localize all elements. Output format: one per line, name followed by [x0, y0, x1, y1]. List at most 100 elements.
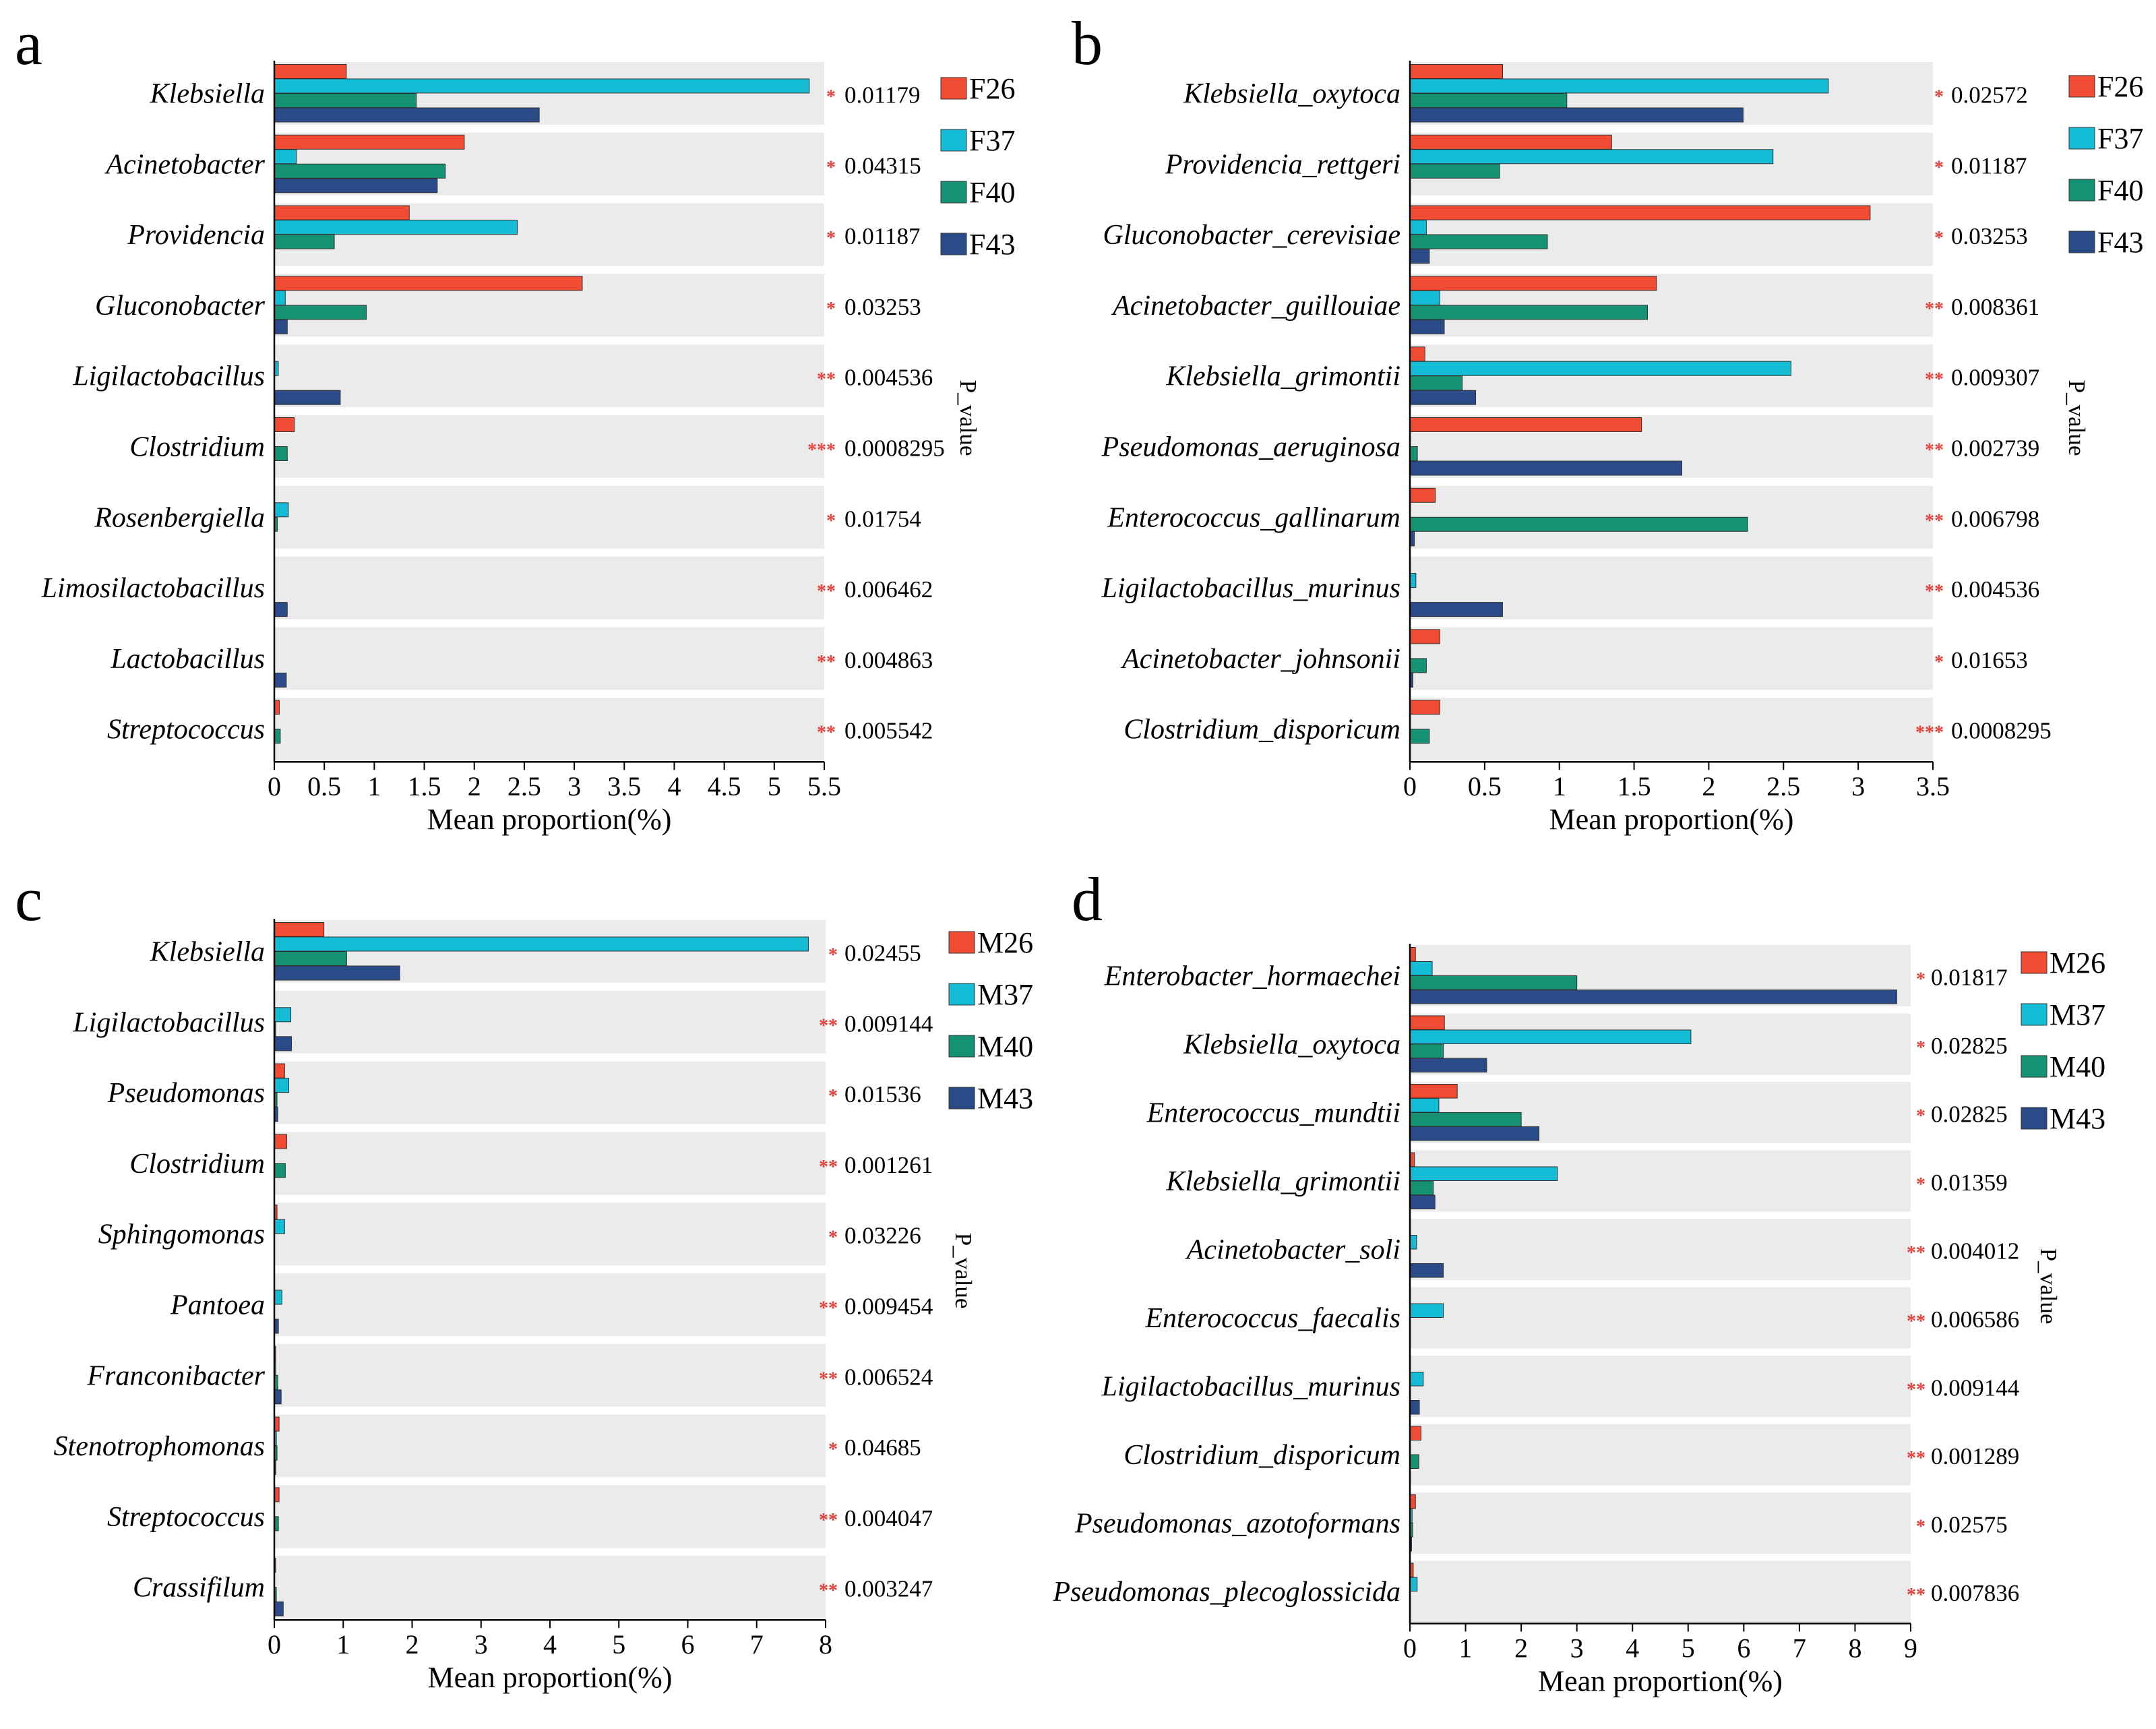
p-value-label: 0.02455: [844, 940, 921, 967]
category-label: Ligilactobacillus: [72, 361, 265, 392]
significance-stars: *: [1916, 1037, 1926, 1058]
bar-F40: [274, 729, 281, 744]
p-value-axis-title: P_value: [2035, 1248, 2062, 1325]
bar-M26: [1409, 1426, 1422, 1440]
bar-F26: [1409, 487, 1436, 503]
bar-F40: [274, 305, 367, 320]
significance-stars: **: [819, 1581, 838, 1602]
category-label: Rosenbergiella: [94, 502, 265, 533]
row-band: [274, 1485, 826, 1548]
bar-M37: [1409, 1577, 1418, 1591]
bar-F37: [274, 220, 518, 235]
bar-F37: [1409, 573, 1417, 588]
category-label: Limosilactobacillus: [41, 573, 265, 604]
category-label: Providencia: [127, 220, 265, 251]
legend-swatch-M37: [948, 983, 975, 1006]
p-value-label: 0.004047: [844, 1505, 933, 1531]
significance-stars: **: [819, 1510, 838, 1531]
x-tick-label: 7: [1793, 1633, 1806, 1664]
p-value-label: 0.01179: [844, 82, 920, 109]
bar-F40: [1409, 516, 1748, 532]
bar-F40: [274, 93, 417, 108]
bar-F26: [1409, 64, 1503, 79]
significance-stars: **: [819, 1015, 838, 1036]
legend-swatch-M37: [2021, 1003, 2047, 1026]
x-tick-label: 2: [468, 771, 481, 801]
significance-stars: *: [826, 510, 836, 531]
bar-M26: [274, 1134, 287, 1149]
significance-stars: **: [817, 369, 836, 390]
row-band: [274, 1203, 826, 1266]
significance-stars: *: [828, 1086, 838, 1107]
x-tick-label: 5: [768, 771, 781, 801]
x-tick-label: 0: [268, 771, 281, 801]
significance-stars: **: [1925, 299, 1944, 320]
bar-F37: [1409, 290, 1440, 305]
significance-stars: *: [1916, 1174, 1926, 1195]
category-label: Clostridium_disporicum: [1123, 1440, 1400, 1471]
significance-stars: **: [1907, 1585, 1926, 1606]
p-value-label: 0.04315: [844, 152, 921, 179]
p-value-axis-title: P_value: [2064, 380, 2090, 456]
row-band: [274, 1273, 826, 1336]
significance-stars: *: [826, 228, 836, 249]
significance-stars: *: [828, 945, 838, 966]
bar-F40: [1409, 305, 1649, 320]
p-value-label: 0.01754: [844, 506, 921, 532]
significance-stars: *: [828, 1439, 838, 1460]
row-band: [274, 990, 826, 1054]
bar-M40: [1409, 975, 1578, 990]
bar-F43: [274, 178, 438, 193]
significance-stars: **: [819, 1368, 838, 1389]
p-value-label: 0.03226: [844, 1223, 921, 1249]
x-axis-title: Mean proportion(%): [427, 803, 672, 836]
p-value-label: 0.02825: [1931, 1033, 2008, 1059]
bar-M40: [274, 1163, 286, 1178]
bar-F37: [274, 502, 289, 518]
legend-label-M40: M40: [2050, 1050, 2105, 1083]
significance-stars: **: [817, 581, 836, 602]
legend-label-M26: M26: [2050, 946, 2105, 979]
p-value-label: 0.01187: [844, 223, 920, 249]
p-value-label: 0.009144: [844, 1010, 933, 1037]
bar-M37: [1409, 961, 1433, 976]
row-band: [274, 415, 824, 478]
legend-swatch-M40: [948, 1035, 975, 1058]
significance-stars: *: [1916, 1517, 1926, 1538]
x-tick-label: 1: [1553, 771, 1566, 801]
legend-label-M43: M43: [977, 1082, 1033, 1115]
legend-swatch-M40: [2021, 1055, 2047, 1078]
category-label: Klebsiella_grimontii: [1165, 1166, 1400, 1197]
bar-F26: [1409, 276, 1657, 291]
bar-F37: [1409, 220, 1427, 235]
p-value-label: 0.001289: [1931, 1443, 2019, 1469]
bar-F26: [274, 276, 583, 291]
bar-M43: [274, 1036, 292, 1052]
category-label: Enterococcus_mundtii: [1146, 1098, 1400, 1129]
bar-M37: [1409, 1235, 1417, 1250]
bar-F26: [1409, 700, 1440, 715]
significance-stars: **: [1907, 1243, 1926, 1264]
category-label: Sphingomonas: [98, 1219, 265, 1250]
bar-M43: [274, 1601, 284, 1616]
bar-M43: [1409, 1194, 1436, 1209]
category-label: Acinetobacter_soli: [1185, 1235, 1400, 1266]
category-label: Ligilactobacillus_murinus: [1101, 573, 1400, 604]
x-tick-label: 8: [1848, 1633, 1861, 1664]
x-tick-label: 1: [367, 771, 381, 801]
significance-stars: *: [826, 299, 836, 320]
row-band: [1410, 1560, 1911, 1622]
bar-F43: [1409, 319, 1445, 334]
category-label: Pseudomonas: [107, 1078, 265, 1109]
legend-label-F37: F37: [2097, 122, 2143, 155]
bar-F37: [274, 290, 286, 305]
significance-stars: *: [826, 87, 836, 108]
category-label: Acinetobacter_johnsonii: [1120, 644, 1400, 675]
bar-F37: [274, 149, 297, 164]
significance-stars: ***: [1915, 723, 1944, 744]
bar-M26: [1409, 1015, 1445, 1030]
legend-label-M26: M26: [977, 926, 1033, 959]
